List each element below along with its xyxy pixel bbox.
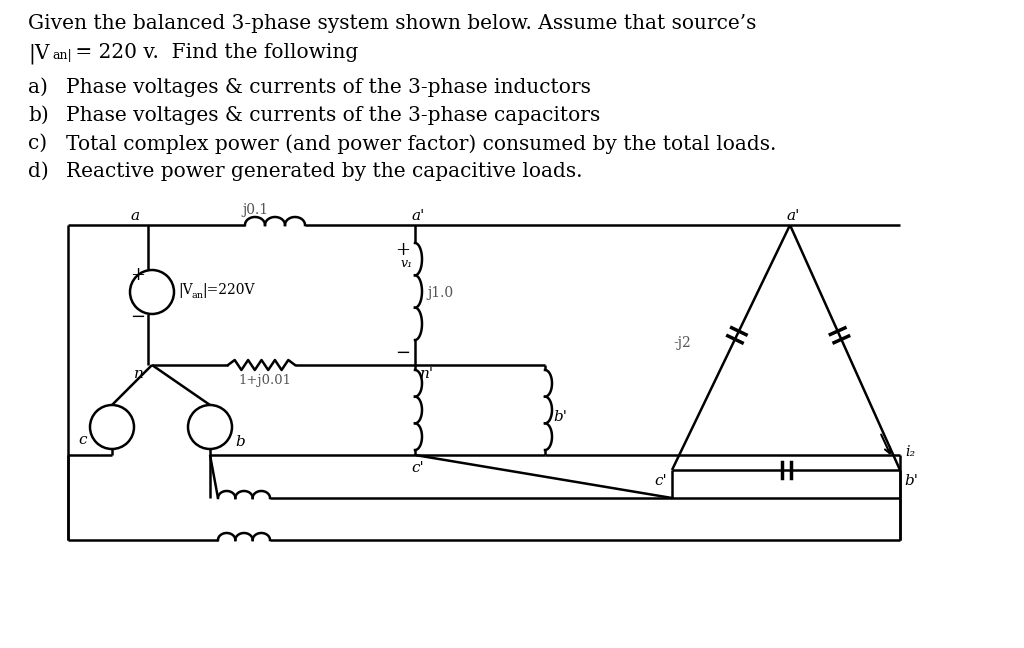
Text: c): c)	[28, 134, 47, 153]
Text: −: −	[130, 308, 145, 326]
Text: an|: an|	[52, 49, 72, 62]
Text: a': a'	[786, 209, 800, 223]
Text: a): a)	[28, 78, 48, 97]
Text: Phase voltages & currents of the 3-phase inductors: Phase voltages & currents of the 3-phase…	[66, 78, 591, 97]
Text: n': n'	[420, 367, 434, 381]
Text: Reactive power generated by the capacitive loads.: Reactive power generated by the capaciti…	[66, 162, 583, 181]
Text: an: an	[191, 290, 203, 299]
Text: b': b'	[904, 474, 918, 488]
Text: = 220 v.  Find the following: = 220 v. Find the following	[69, 43, 358, 62]
Text: +: +	[130, 266, 145, 284]
Text: n: n	[134, 367, 144, 381]
Text: |V: |V	[28, 43, 49, 64]
Text: a': a'	[411, 209, 424, 223]
Text: −: −	[395, 344, 411, 362]
Text: |V: |V	[178, 283, 193, 297]
Text: Phase voltages & currents of the 3-phase capacitors: Phase voltages & currents of the 3-phase…	[66, 106, 600, 125]
Text: +: +	[395, 241, 410, 259]
Text: b': b'	[553, 410, 567, 424]
Text: |=220V: |=220V	[202, 283, 255, 297]
Text: d): d)	[28, 162, 49, 181]
Text: v₁: v₁	[401, 257, 413, 270]
Text: a: a	[131, 209, 140, 223]
Text: -j2: -j2	[673, 336, 691, 349]
Text: Total complex power (and power factor) consumed by the total loads.: Total complex power (and power factor) c…	[66, 134, 776, 154]
Text: b: b	[234, 435, 245, 449]
Text: b): b)	[28, 106, 49, 125]
Text: j0.1: j0.1	[242, 203, 268, 217]
Text: c: c	[78, 433, 86, 447]
Text: i₂: i₂	[905, 445, 915, 459]
Text: 1+j0.01: 1+j0.01	[238, 374, 291, 387]
Text: j1.0: j1.0	[427, 286, 454, 301]
Text: c': c'	[411, 461, 424, 475]
Text: Given the balanced 3-phase system shown below. Assume that source’s: Given the balanced 3-phase system shown …	[28, 14, 757, 33]
Text: c': c'	[654, 474, 667, 488]
